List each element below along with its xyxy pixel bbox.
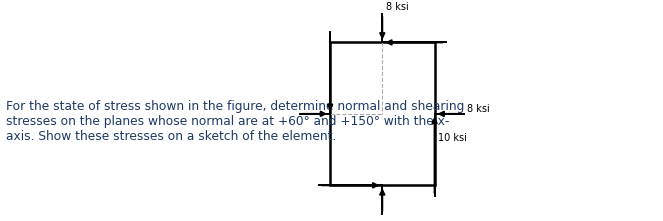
Text: axis. Show these stresses on a sketch of the element.: axis. Show these stresses on a sketch of… — [7, 130, 337, 143]
Text: 8 ksi: 8 ksi — [387, 2, 409, 12]
Text: 8 ksi: 8 ksi — [467, 104, 490, 114]
Text: stresses on the planes whose normal are at +60° and +150° with the x-: stresses on the planes whose normal are … — [7, 115, 450, 128]
Text: For the state of stress shown in the figure, determine normal and shearing: For the state of stress shown in the fig… — [7, 100, 465, 112]
Bar — [330, 42, 434, 185]
Text: 10 ksi: 10 ksi — [438, 133, 467, 143]
